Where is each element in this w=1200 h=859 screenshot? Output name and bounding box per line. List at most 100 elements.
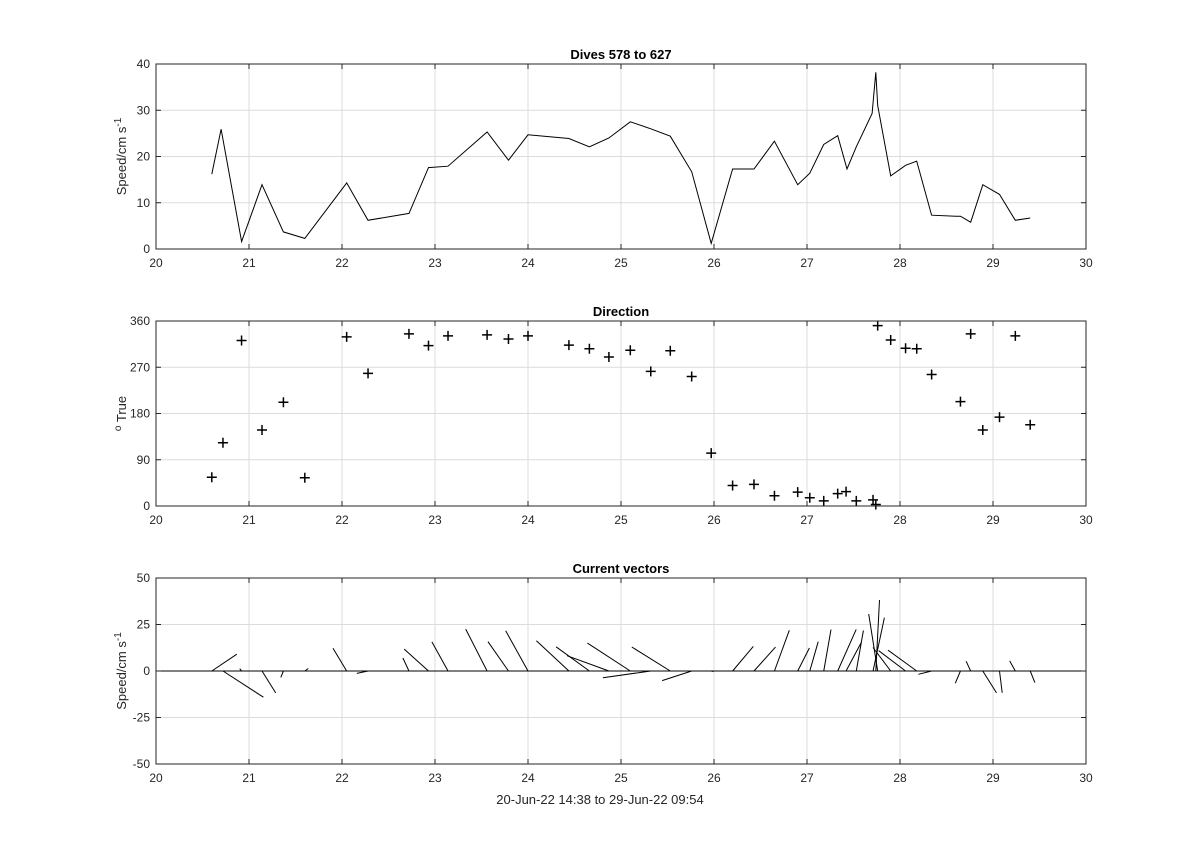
x-tick-label: 22	[335, 771, 349, 785]
current-vector	[878, 650, 906, 672]
x-tick-label: 23	[428, 771, 442, 785]
x-tick-label: 20	[149, 256, 163, 270]
y-tick-label: 25	[137, 618, 151, 632]
x-tick-label: 25	[614, 513, 628, 527]
current-vector	[797, 647, 810, 672]
panel-title: Dives 578 to 627	[570, 47, 671, 62]
y-axis-label-superscript: -1	[113, 117, 124, 126]
y-tick-label: 50	[137, 571, 151, 585]
x-axis-label: 20-Jun-22 14:38 to 29-Jun-22 09:54	[496, 792, 704, 807]
current-vector	[487, 641, 509, 672]
x-tick-label: 23	[428, 256, 442, 270]
current-vector	[304, 668, 309, 672]
x-tick-label: 21	[242, 771, 256, 785]
direction-point	[832, 488, 843, 499]
current-vector	[887, 649, 918, 672]
direction-point	[885, 335, 896, 346]
current-vector	[587, 642, 631, 672]
x-tick-label: 22	[335, 513, 349, 527]
direction-point	[523, 330, 533, 341]
current-vector	[999, 670, 1003, 693]
x-tick-label: 29	[986, 771, 1000, 785]
direction-point	[706, 448, 717, 459]
y-tick-label: 10	[137, 196, 151, 210]
speed-line	[211, 72, 1031, 246]
current-vector	[403, 648, 429, 672]
direction-point	[299, 472, 310, 483]
y-axis-label: Speed/cm s-1	[113, 632, 130, 710]
current-vector	[855, 630, 864, 672]
direction-point	[503, 333, 514, 344]
y-tick-label: 20	[137, 150, 151, 164]
direction-point	[926, 369, 937, 380]
current-vector	[954, 670, 961, 684]
direction-point	[965, 328, 976, 339]
current-vector	[222, 670, 264, 698]
direction-point	[257, 424, 268, 435]
direction-point	[341, 331, 352, 342]
current-vector	[431, 641, 449, 672]
x-tick-label: 26	[707, 771, 721, 785]
x-tick-label: 26	[707, 256, 721, 270]
x-tick-label: 23	[428, 513, 442, 527]
current-vector	[823, 629, 832, 672]
current-vector	[965, 660, 972, 672]
direction-point	[994, 412, 1005, 423]
current-vector	[356, 670, 369, 674]
direction-point	[584, 343, 595, 354]
y-tick-label: 0	[143, 499, 150, 513]
current-vector	[261, 670, 277, 694]
x-tick-label: 27	[800, 771, 814, 785]
x-tick-label: 20	[149, 771, 163, 785]
direction-point	[686, 371, 697, 382]
x-tick-label: 29	[986, 513, 1000, 527]
current-vector	[566, 655, 610, 672]
y-tick-label: 180	[130, 407, 150, 421]
direction-point	[955, 396, 966, 407]
x-tick-label: 21	[242, 256, 256, 270]
x-tick-label: 22	[335, 256, 349, 270]
current-vector	[1009, 660, 1016, 672]
direction-point	[625, 345, 636, 356]
y-axis-label-superscript: -1	[113, 632, 124, 641]
panel-title: Direction	[593, 304, 649, 319]
y-tick-label: 40	[137, 57, 151, 71]
y-tick-label: -50	[133, 757, 151, 771]
direction-point	[563, 340, 574, 351]
y-tick-label: 30	[137, 103, 151, 117]
direction-point	[482, 329, 493, 340]
current-vector	[555, 646, 590, 672]
direction-point	[443, 330, 454, 341]
current-vector	[875, 599, 880, 672]
y-axis-label-text: Speed/cm s	[114, 126, 129, 195]
direction-point	[645, 366, 656, 377]
direction-point	[217, 437, 228, 448]
direction-point	[900, 343, 911, 354]
direction-panel: 20 21 22 23 24 25 26 27 28 29 30 0 90 180 270 360 Direct…	[113, 304, 1093, 527]
direction-point	[911, 343, 922, 354]
x-tick-label: 27	[800, 513, 814, 527]
y-axis-label-prefix: o	[113, 425, 124, 431]
current-vector	[918, 670, 932, 675]
x-tick-label: 24	[521, 771, 535, 785]
y-tick-label: 0	[143, 242, 150, 256]
direction-point	[727, 480, 738, 491]
direction-point	[851, 495, 862, 506]
y-tick-label: -25	[133, 711, 151, 725]
y-axis-label-text: Speed/cm s	[114, 641, 129, 710]
direction-point	[363, 368, 374, 379]
x-tick-label: 30	[1079, 513, 1093, 527]
x-tick-label: 28	[893, 771, 907, 785]
direction-point	[804, 492, 815, 503]
current-vector	[837, 629, 857, 672]
speed-panel: 20 21 22 23 24 25 26 27 28 29 30 0 10 20 30 40 Dives 578…	[113, 47, 1093, 270]
current-vector	[1029, 670, 1036, 683]
direction-point	[403, 328, 414, 339]
direction-point	[278, 397, 289, 408]
current-vector	[505, 630, 529, 672]
current-vector	[773, 630, 790, 672]
direction-point	[872, 320, 883, 331]
current-vector	[211, 653, 238, 672]
current-vector	[402, 657, 410, 672]
